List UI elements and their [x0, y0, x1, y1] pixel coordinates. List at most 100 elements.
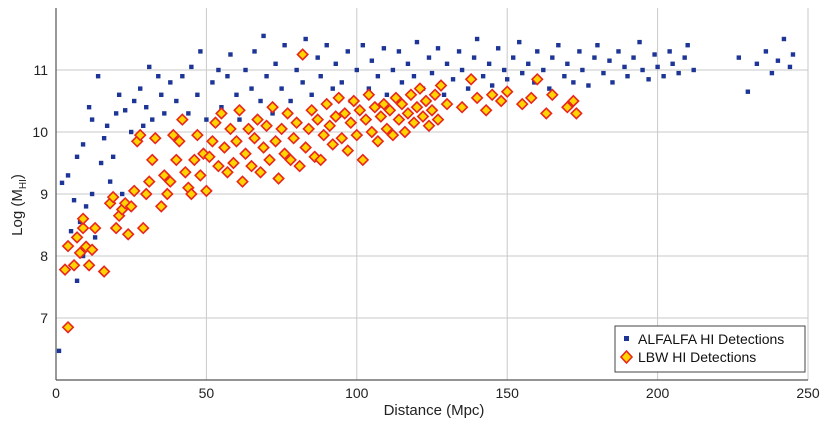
alfalfa-point — [541, 67, 546, 73]
alfalfa-point — [138, 86, 143, 91]
alfalfa-point — [234, 92, 239, 97]
alfalfa-point — [661, 74, 666, 79]
alfalfa-point — [119, 191, 125, 197]
alfalfa-point — [80, 142, 86, 147]
alfalfa-point — [83, 204, 89, 209]
alfalfa-point — [330, 86, 335, 91]
lbw-point — [124, 200, 138, 213]
alfalfa-point — [144, 105, 149, 110]
lbw-point — [254, 165, 267, 179]
lbw-point — [172, 134, 186, 148]
lbw-point — [311, 113, 325, 126]
lbw-point — [227, 156, 240, 170]
lbw-point — [332, 91, 346, 105]
alfalfa-point — [775, 58, 781, 63]
lbw-point — [191, 128, 204, 142]
alfalfa-point — [279, 86, 284, 91]
lbw-point — [404, 88, 418, 102]
lbw-point — [251, 113, 264, 126]
alfalfa-point — [92, 235, 98, 240]
lbw-point — [245, 159, 258, 173]
alfalfa-point — [89, 191, 95, 197]
lbw-point — [179, 165, 192, 179]
alfalfa-point — [691, 67, 696, 73]
alfalfa-point — [790, 52, 796, 57]
alfalfa-point — [517, 39, 522, 45]
lbw-point — [248, 131, 261, 145]
lbw-point — [428, 88, 442, 102]
alfalfa-point — [195, 92, 200, 97]
x-tick-label: 250 — [796, 385, 820, 401]
alfalfa-point — [252, 49, 257, 54]
x-tick-label: 150 — [496, 385, 520, 401]
y-tick-label: 11 — [33, 62, 48, 78]
alfalfa-point — [616, 49, 621, 54]
lbw-point — [188, 153, 201, 167]
alfalfa-point — [625, 74, 630, 79]
alfalfa-point — [95, 74, 101, 79]
lbw-point — [416, 110, 430, 123]
lbw-point — [567, 94, 580, 108]
lbw-point — [293, 159, 306, 173]
lbw-point — [323, 119, 337, 133]
lbw-point — [419, 94, 433, 108]
lbw-point — [470, 91, 484, 105]
alfalfa-point — [318, 74, 323, 79]
lbw-point — [272, 172, 285, 185]
alfalfa-point — [456, 49, 462, 54]
alfalfa-point — [676, 70, 681, 76]
lbw-point — [127, 184, 141, 198]
lbw-point — [305, 103, 319, 117]
lbw-point — [362, 88, 376, 102]
alfalfa-point — [390, 67, 396, 73]
alfalfa-point — [520, 70, 525, 76]
legend-marker-lbw — [619, 349, 634, 365]
alfalfa-point — [465, 86, 471, 91]
lbw-point — [530, 72, 544, 86]
lbw-point — [299, 141, 312, 154]
lbw-series — [58, 48, 583, 334]
alfalfa-point — [601, 70, 606, 76]
lbw-point — [169, 153, 183, 167]
alfalfa-point — [652, 52, 657, 57]
alfalfa-point — [745, 89, 751, 94]
lbw-point — [145, 153, 159, 167]
alfalfa-point — [381, 46, 387, 51]
lbw-point — [206, 134, 219, 148]
alfalfa-point — [480, 74, 486, 79]
x-tick-labels: 0 50 100 150 200 250 — [52, 385, 820, 401]
lbw-point — [61, 320, 75, 334]
lbw-point — [494, 94, 508, 108]
x-tick-label: 0 — [52, 385, 60, 401]
alfalfa-point — [243, 67, 248, 73]
lbw-point — [539, 107, 553, 120]
lbw-point — [287, 131, 300, 145]
lbw-point — [97, 265, 111, 278]
lbw-point — [278, 147, 291, 161]
alfalfa-point — [174, 98, 179, 104]
lbw-point — [545, 88, 559, 102]
alfalfa-point — [294, 67, 299, 73]
alfalfa-point — [300, 80, 305, 85]
lbw-point — [341, 144, 355, 157]
alfalfa-point — [186, 111, 191, 116]
lbw-point — [269, 134, 282, 148]
alfalfa-point — [129, 129, 134, 135]
legend-marker-alfalfa — [624, 336, 629, 341]
alfalfa-point — [113, 111, 119, 116]
alfalfa-point — [309, 92, 314, 97]
x-tick-label: 50 — [199, 385, 215, 401]
lbw-point — [290, 116, 303, 130]
alfalfa-point — [147, 64, 152, 70]
lbw-point — [347, 94, 361, 108]
lbw-point — [61, 239, 75, 253]
lbw-point — [365, 125, 379, 139]
lbw-point — [221, 165, 234, 179]
lbw-point — [320, 97, 334, 111]
alfalfa-point — [631, 55, 636, 60]
alfalfa-point — [405, 61, 411, 66]
alfalfa-point — [396, 49, 402, 54]
alfalfa-point — [282, 43, 287, 48]
alfalfa-point — [89, 117, 95, 122]
lbw-point — [359, 113, 373, 126]
